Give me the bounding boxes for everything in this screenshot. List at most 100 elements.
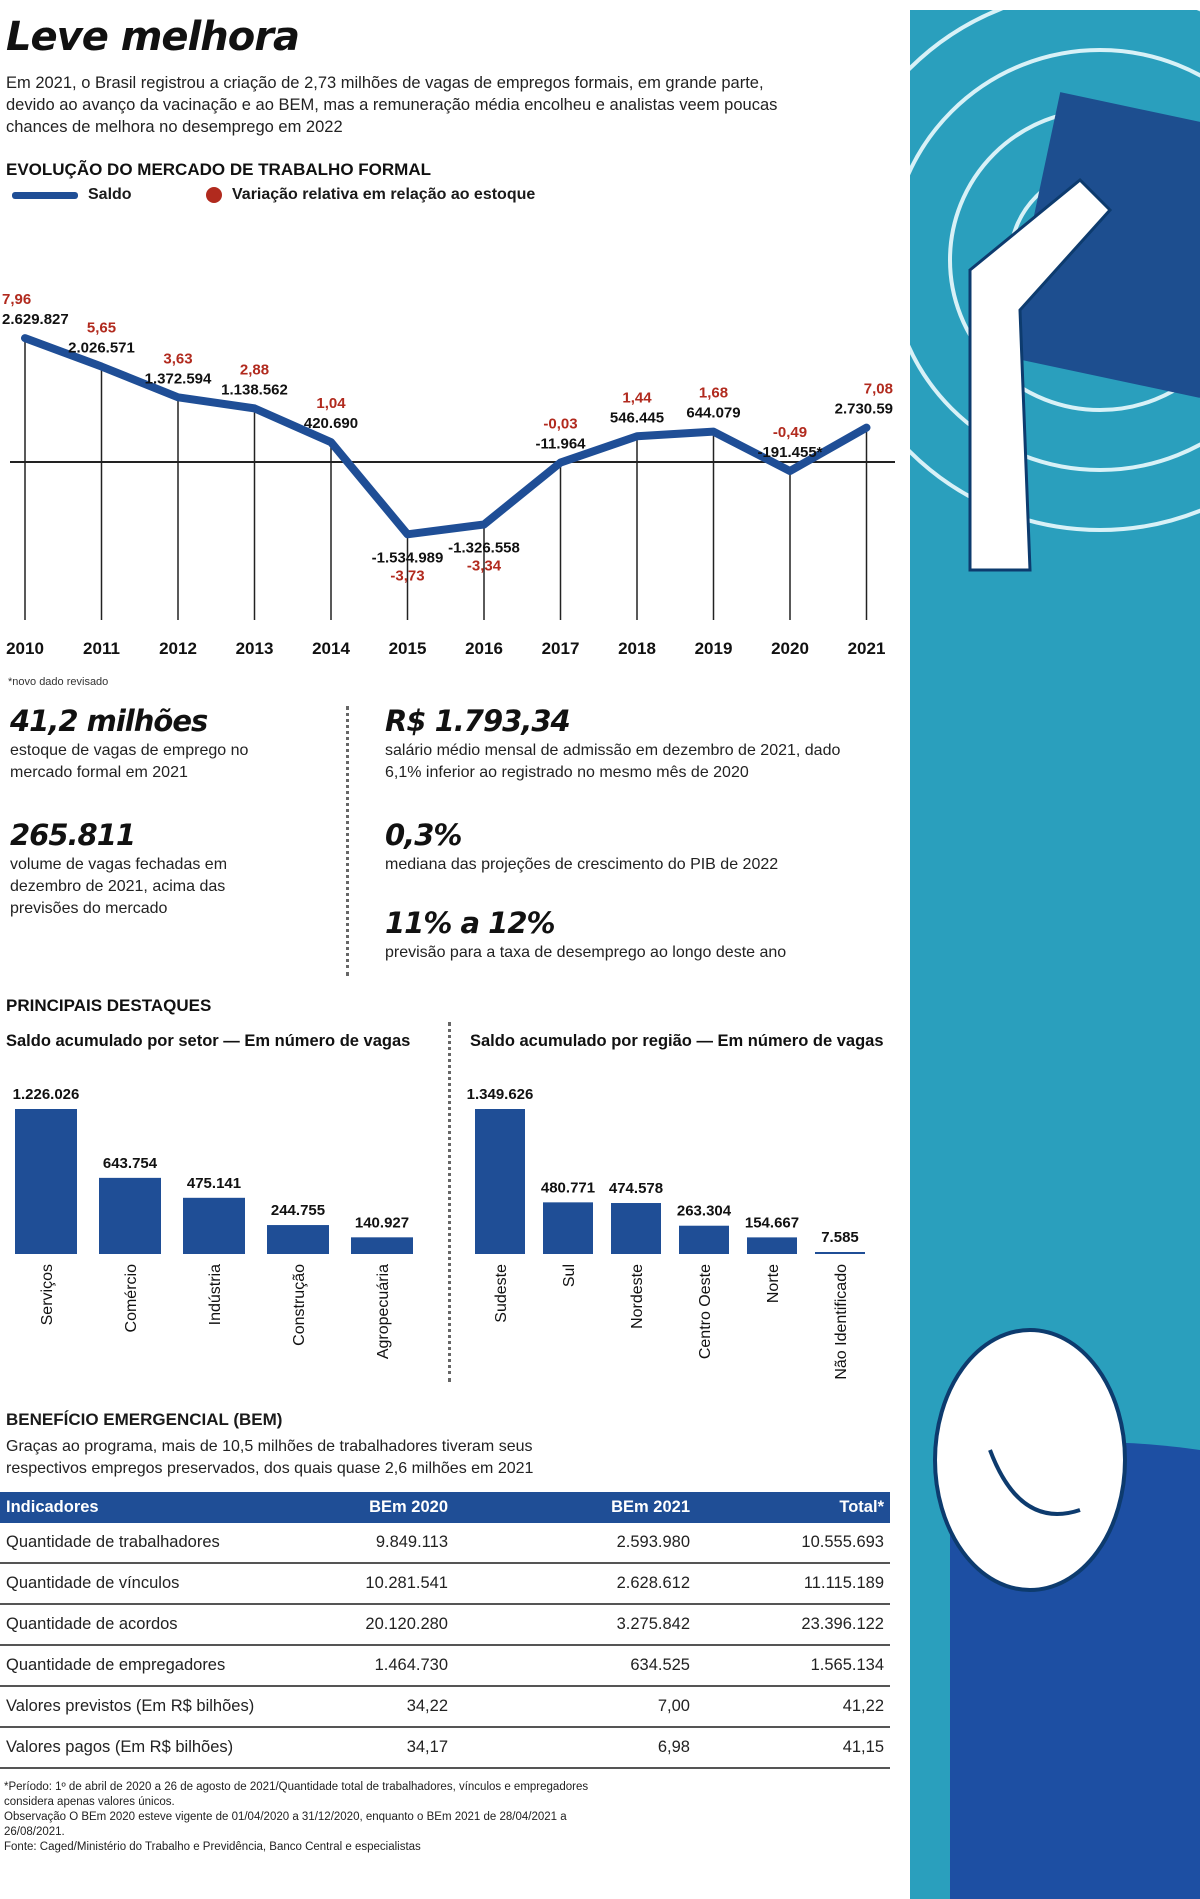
variacao-label: 1,68 — [699, 385, 728, 402]
footnote-period: *Período: 1º de abril de 2020 a 26 de ag… — [4, 1781, 589, 1808]
x-tick-label: 2019 — [695, 639, 733, 658]
fact-vagas-fechadas-value: 265.811 — [10, 818, 136, 852]
bar-value-label: 475.141 — [187, 1175, 241, 1192]
table-cell: Valores previstos (Em R$ bilhões) — [0, 1686, 332, 1728]
x-tick-label: 2014 — [312, 639, 350, 658]
table-cell: 41,15 — [696, 1727, 890, 1769]
table-cell: 9.849.113 — [332, 1523, 454, 1564]
category-label: Construção — [291, 1264, 308, 1346]
worker-illustration — [910, 10, 1200, 1899]
bar — [543, 1202, 593, 1254]
x-tick-label: 2010 — [6, 639, 44, 658]
bar-value-label: 140.927 — [355, 1214, 409, 1231]
saldo-point — [100, 365, 103, 369]
category-label: Agropecuária — [375, 1264, 392, 1359]
category-label: Sul — [561, 1264, 578, 1287]
bar-value-label: 474.578 — [609, 1180, 663, 1197]
saldo-point — [865, 426, 868, 430]
table-cell: 11.115.189 — [696, 1563, 890, 1605]
saldo-point — [635, 434, 639, 438]
fact-desemprego: 11% a 12% previsão para a taxa de desemp… — [385, 906, 865, 964]
saldo-label: -191.455* — [757, 444, 822, 461]
fact-salario: R$ 1.793,34 salário médio mensal de admi… — [385, 704, 865, 784]
table-cell: Valores pagos (Em R$ bilhões) — [0, 1727, 332, 1769]
variacao-label: -0,03 — [543, 416, 577, 433]
variacao-label: 2,88 — [240, 361, 269, 378]
fact-vagas-fechadas-text: volume de vagas fechadas em dezembro de … — [10, 856, 228, 917]
bem-col-indicadores: Indicadores — [0, 1492, 332, 1523]
category-label: Norte — [765, 1264, 782, 1303]
saldo-point — [482, 522, 486, 526]
variacao-label: -0,49 — [773, 424, 807, 441]
bem-description: Graças ao programa, mais de 10,5 milhões… — [6, 1438, 534, 1477]
bem-col-2020: BEm 2020 — [332, 1492, 454, 1523]
bar-value-label: 263.304 — [677, 1203, 732, 1220]
table-cell: 3.275.842 — [454, 1604, 696, 1646]
table-cell: 2.628.612 — [454, 1563, 696, 1605]
fact-pib: 0,3% mediana das projeções de cresciment… — [385, 818, 865, 876]
bar-value-label: 7.585 — [821, 1229, 859, 1246]
table-cell: 1.565.134 — [696, 1645, 890, 1687]
x-tick-label: 2013 — [236, 639, 274, 658]
table-cell: 41,22 — [696, 1686, 890, 1728]
saldo-point — [712, 430, 715, 434]
fact-estoque-text: estoque de vagas de emprego no mercado f… — [10, 742, 249, 781]
table-cell: 23.396.122 — [696, 1604, 890, 1646]
legend-variacao-label: Variação relativa em relação ao estoque — [232, 186, 536, 203]
fact-pib-value: 0,3% — [385, 818, 462, 852]
category-label: Comércio — [123, 1264, 140, 1333]
bem-col-total: Total* — [696, 1492, 890, 1523]
saldo-label: 420.690 — [304, 415, 358, 432]
table-cell: Quantidade de acordos — [0, 1604, 332, 1646]
category-label: Não Identificado — [833, 1264, 850, 1380]
saldo-label: 1.138.562 — [221, 381, 288, 398]
legend-dot-swatch — [206, 187, 222, 203]
saldo-line — [21, 334, 871, 539]
saldo-label: 2.026.571 — [68, 340, 135, 357]
x-tick-label: 2020 — [771, 639, 809, 658]
table-row: Quantidade de acordos 20.120.280 3.275.8… — [0, 1604, 890, 1646]
bar-value-label: 643.754 — [103, 1155, 158, 1172]
sector-chart: 1.226.026 Serviços 643.754 Comércio 475.141 I… — [13, 1086, 413, 1359]
variacao-label: -3,73 — [390, 567, 424, 584]
variacao-label: 7,08 — [864, 381, 893, 398]
table-row: Quantidade de vínculos 10.281.541 2.628.… — [0, 1563, 890, 1605]
footnotes: *Período: 1º de abril de 2020 a 26 de ag… — [4, 1780, 604, 1855]
region-chart: 1.349.626 Sudeste 480.771 Sul 474.578 Nordest… — [467, 1086, 865, 1380]
table-cell: Quantidade de trabalhadores — [0, 1523, 332, 1564]
bar-value-label: 480.771 — [541, 1179, 595, 1196]
table-cell: 1.464.730 — [332, 1645, 454, 1687]
bar — [183, 1197, 245, 1254]
page-title: Leve melhora — [6, 14, 300, 60]
variacao-label: 1,04 — [316, 395, 346, 412]
x-tick-label: 2015 — [389, 639, 427, 658]
x-tick-label: 2017 — [542, 639, 580, 658]
category-label: Serviços — [39, 1264, 56, 1325]
face-shape — [988, 1449, 1081, 1516]
sector-chart-title: Saldo acumulado por setor — Em número de… — [6, 1032, 411, 1050]
bar-value-label: 1.226.026 — [13, 1086, 80, 1103]
saldo-point — [176, 395, 180, 399]
bar-value-label: 244.755 — [271, 1202, 325, 1219]
bem-table: Indicadores BEm 2020 BEm 2021 Total* Qua… — [0, 1492, 890, 1769]
bar-charts-divider — [448, 1022, 451, 1382]
category-label: Nordeste — [629, 1264, 646, 1329]
saldo-point — [253, 406, 256, 410]
footnote-observation: Observação O BEm 2020 esteve vigente de … — [4, 1811, 567, 1838]
table-cell: 7,00 — [454, 1686, 696, 1728]
table-cell: 6,98 — [454, 1727, 696, 1769]
fact-estoque-value: 41,2 milhões — [10, 704, 208, 738]
saldo-label: 546.445 — [610, 409, 664, 426]
facts-divider — [346, 706, 349, 976]
table-cell: 20.120.280 — [332, 1604, 454, 1646]
category-label: Sudeste — [493, 1264, 510, 1323]
fact-salario-text: salário médio mensal de admissão em deze… — [385, 742, 841, 781]
saldo-point — [406, 532, 409, 536]
bar — [679, 1225, 729, 1254]
legend-line-swatch — [12, 191, 78, 199]
fact-salario-value: R$ 1.793,34 — [385, 704, 571, 738]
x-tick-label: 2021 — [848, 639, 886, 658]
fact-estoque: 41,2 milhões estoque de vagas de emprego… — [10, 704, 310, 784]
table-cell: Quantidade de empregadores — [0, 1645, 332, 1687]
saldo-label: 644.079 — [686, 405, 740, 422]
